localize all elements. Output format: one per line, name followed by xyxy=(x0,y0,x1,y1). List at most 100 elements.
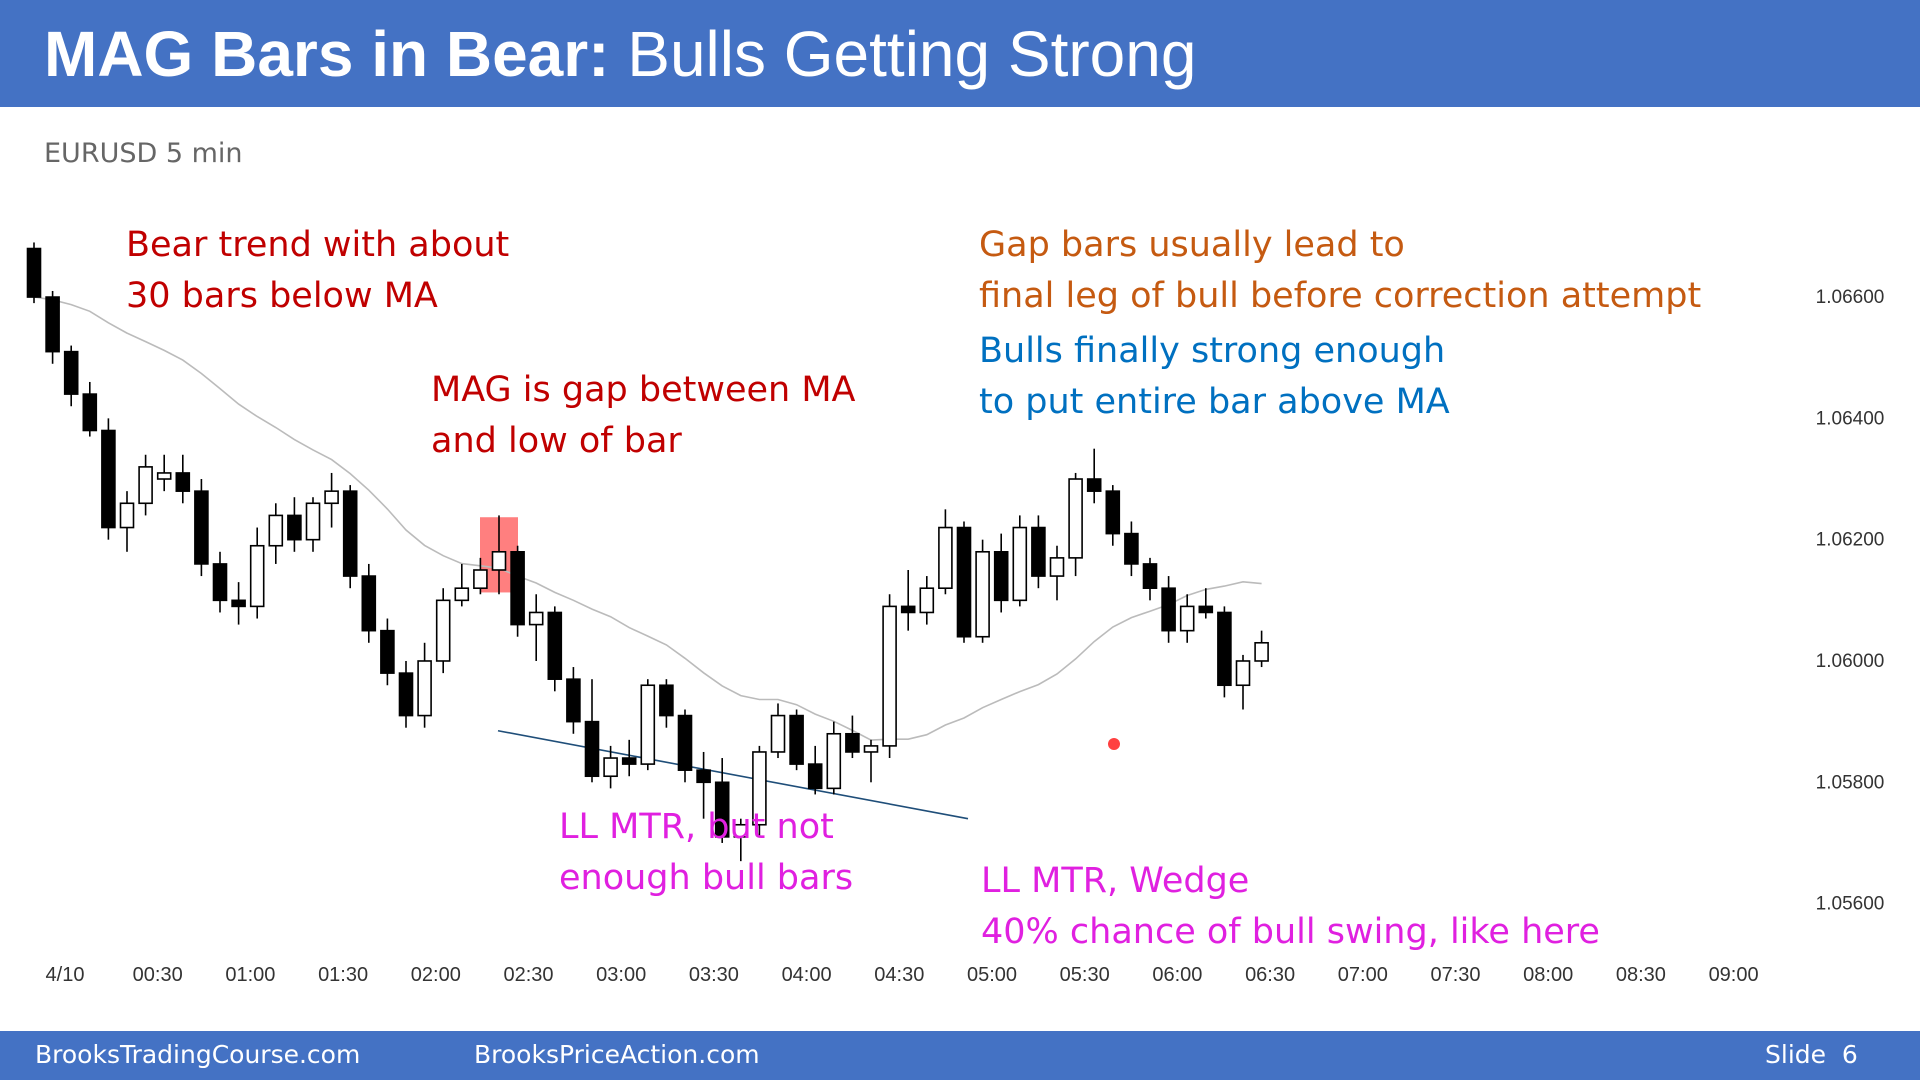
bear-candle-body xyxy=(659,684,674,717)
bear-candle-body xyxy=(380,629,395,674)
trendline xyxy=(497,729,969,820)
candle xyxy=(584,679,600,783)
y-tick-label: 1.05600 xyxy=(1816,894,1885,915)
annotation-bear-trend: Bear trend with about 30 bars below MA xyxy=(126,220,509,322)
candle xyxy=(342,485,358,589)
candle xyxy=(268,503,284,564)
footer-bar: BrooksTradingCourse.com BrooksPriceActio… xyxy=(0,1031,1920,1080)
x-tick-label: 08:30 xyxy=(1616,964,1666,986)
bull-candle-body xyxy=(435,599,451,662)
bull-candle-body xyxy=(1012,526,1028,602)
candle xyxy=(138,454,153,516)
candle xyxy=(566,667,581,734)
bull-candle-body xyxy=(156,472,172,480)
y-tick-label: 1.06400 xyxy=(1816,408,1885,429)
annotation-line: Bulls finally strong enough xyxy=(979,331,1446,371)
annotation-line: LL MTR, Wedge xyxy=(981,861,1250,901)
x-tick-label: 06:30 xyxy=(1245,964,1295,986)
bull-candle-body xyxy=(640,684,656,765)
slide-title-bold: MAG Bars in Bear: xyxy=(44,18,610,90)
annotation-line: enough bull bars xyxy=(559,858,854,898)
bull-candle-body xyxy=(1235,660,1251,687)
candle xyxy=(454,563,470,607)
candle xyxy=(659,679,674,728)
x-tick-label: 05:30 xyxy=(1060,964,1110,986)
candle xyxy=(714,758,730,843)
annotation-line: Bear trend with about xyxy=(126,225,510,265)
candle xyxy=(398,660,414,728)
x-tick-label: 05:00 xyxy=(967,964,1017,986)
candle xyxy=(900,570,916,631)
candlestick-chart: 1.06600 1.06400 1.06200 1.06000 1.05800 1.056… xyxy=(26,242,1885,986)
candle xyxy=(1086,448,1102,504)
bear-candle-body xyxy=(566,678,581,723)
bull-candle-body xyxy=(268,514,284,547)
candle xyxy=(603,745,618,789)
bear-candle-body xyxy=(1161,587,1176,632)
x-tick-label: 01:00 xyxy=(225,964,275,986)
candle xyxy=(1049,545,1065,601)
bull-candle-body xyxy=(863,745,879,753)
x-tick-label: 07:30 xyxy=(1430,964,1480,986)
annotation-line: to put entire bar above MA xyxy=(979,382,1450,422)
candle xyxy=(826,721,842,795)
annotation-line: 40% chance of bull swing, like here xyxy=(981,912,1600,952)
candle xyxy=(956,521,972,643)
candle xyxy=(1031,515,1046,589)
x-tick-label: 06:00 xyxy=(1152,964,1202,986)
bull-candle-body xyxy=(324,490,339,505)
bull-candle-body xyxy=(770,714,786,753)
slide-title-rest: Bulls Getting Strong xyxy=(627,18,1197,90)
candle xyxy=(528,594,544,661)
candle xyxy=(1179,594,1195,643)
bull-candle-body xyxy=(417,660,432,717)
candle xyxy=(435,588,451,674)
candle xyxy=(287,497,302,552)
x-tick-label: 07:00 xyxy=(1338,964,1388,986)
bull-candle-body xyxy=(919,587,935,614)
annotation-bulls-strong: Bulls finally strong enough to put entir… xyxy=(979,326,1450,428)
slide-label: Slide xyxy=(1765,1040,1827,1069)
x-tick-label: 03:30 xyxy=(689,964,739,986)
bear-candle-body xyxy=(1217,611,1232,687)
bull-candle-body xyxy=(752,751,767,826)
bear-candle-body xyxy=(82,393,98,432)
candle xyxy=(361,563,377,643)
x-tick-label: 04:30 xyxy=(874,964,924,986)
bull-candle-body xyxy=(305,502,321,541)
footer-center-text: BrooksPriceAction.com xyxy=(474,1040,760,1069)
bull-candle-body xyxy=(603,757,618,778)
bull-candle-body xyxy=(733,823,749,838)
bear-candle-body xyxy=(26,247,42,298)
bear-candle-body xyxy=(361,575,377,632)
candle xyxy=(1124,521,1139,577)
bear-candle-body xyxy=(677,714,693,771)
x-tick-label: 09:00 xyxy=(1709,964,1759,986)
candle xyxy=(417,642,432,728)
annotation-mag-gap: MAG is gap between MA and low of bar xyxy=(431,365,855,467)
bull-candle-body xyxy=(938,526,953,589)
bull-candle-body xyxy=(1254,641,1269,662)
title-bar: MAG Bars in Bear: Bulls Getting Strong xyxy=(0,0,1920,107)
bear-candle-body xyxy=(547,611,563,680)
bear-candle-body xyxy=(714,781,730,838)
annotation-line: Gap bars usually lead to xyxy=(979,225,1405,265)
bear-candle-body xyxy=(696,769,711,784)
annotation-gap-bars: Gap bars usually lead to final leg of bu… xyxy=(979,220,1701,322)
candle xyxy=(1105,485,1121,546)
bear-candle-body xyxy=(1142,563,1158,589)
candle xyxy=(212,551,228,613)
bull-candle-body xyxy=(138,466,153,505)
candle xyxy=(807,745,823,795)
bear-candle-body xyxy=(398,672,414,717)
candle xyxy=(640,679,656,771)
candle xyxy=(101,418,116,540)
candle xyxy=(231,582,246,625)
annotation-ll-mtr-2: LL MTR, Wedge 40% chance of bull swing, … xyxy=(981,856,1600,958)
bear-candle-body xyxy=(175,472,191,492)
candle xyxy=(547,606,563,692)
bear-candle-body xyxy=(101,429,116,529)
annotation-line: 30 bars below MA xyxy=(126,276,438,316)
bull-candle-body xyxy=(826,732,842,790)
bear-candle-body xyxy=(789,714,804,765)
